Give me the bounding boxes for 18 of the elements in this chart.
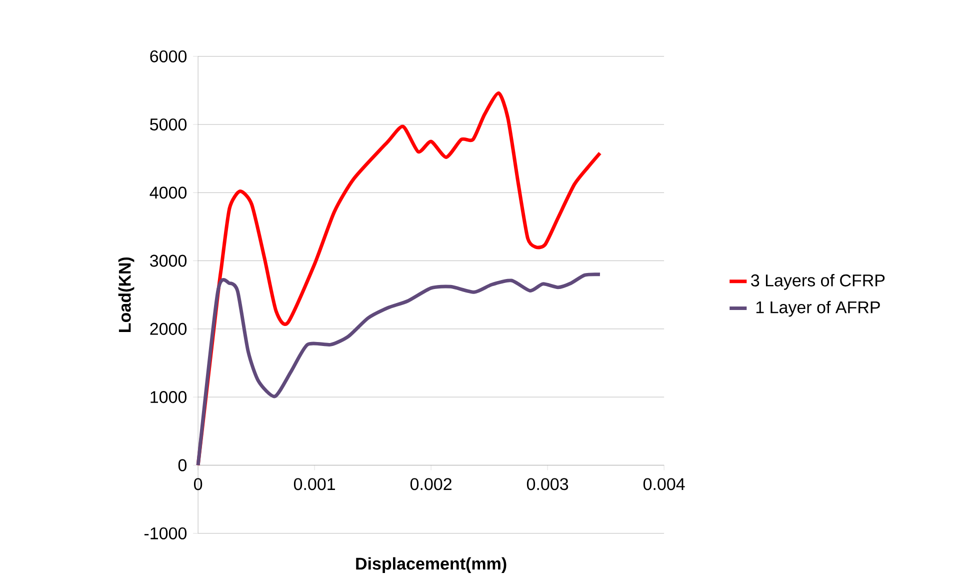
- x-tick-label: 0: [194, 478, 202, 490]
- y-axis-title: Load(KN): [118, 257, 134, 332]
- y-tick-label: 2000: [150, 322, 187, 335]
- y-tick-label: 4000: [150, 186, 187, 199]
- x-tick-label: 0.004: [643, 478, 685, 490]
- x-axis-title: Displacement(mm): [356, 557, 506, 574]
- legend-label: 3 Layers of CFRP: [751, 274, 885, 290]
- y-tick-label: 0: [178, 459, 187, 472]
- y-tick-label: -1000: [144, 527, 187, 540]
- y-tick-label: 6000: [150, 50, 187, 62]
- x-tick-label: 0.003: [526, 478, 568, 490]
- y-tick-label: 1000: [150, 391, 187, 404]
- line-series: [196, 272, 602, 467]
- x-tick-label: 0.001: [294, 478, 335, 490]
- x-tick-label: 0.002: [410, 478, 452, 490]
- legend-label: 1 Layer of AFRP: [756, 300, 880, 317]
- y-tick-label: 5000: [150, 118, 187, 131]
- y-tick-label: 3000: [150, 254, 187, 267]
